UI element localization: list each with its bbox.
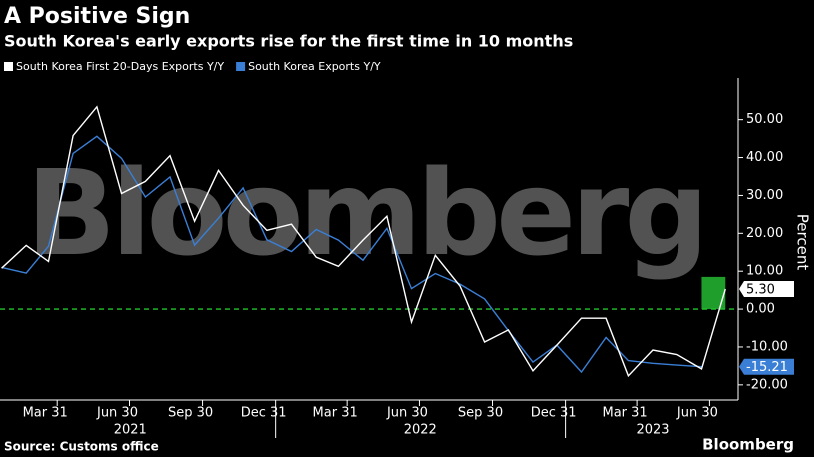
- x-tick-label: Dec 31: [531, 406, 577, 421]
- y-tick-label: 20.00: [746, 226, 783, 241]
- x-tick-label: Sep 30: [458, 406, 503, 421]
- value-label-box: [739, 281, 794, 298]
- x-tick-label: Jun 30: [96, 406, 138, 421]
- value-label: -15.21: [746, 360, 788, 375]
- chart-title: A Positive Sign: [4, 4, 190, 29]
- watermark: Bloomberg: [26, 144, 704, 282]
- x-tick-label: Jun 30: [386, 406, 428, 421]
- y-tick-label: 0.00: [746, 302, 775, 317]
- x-tick-label: Mar 31: [313, 406, 358, 421]
- x-tick-label: Sep 30: [168, 406, 213, 421]
- brand: Bloomberg: [702, 436, 794, 454]
- legend-label: South Korea First 20-Days Exports Y/Y: [16, 60, 224, 73]
- y-tick-label: 10.00: [746, 264, 783, 279]
- x-group-label: 2021: [114, 423, 147, 438]
- y-tick-label: -10.00: [746, 339, 788, 354]
- y-tick-label: 30.00: [746, 188, 783, 203]
- chart-subtitle: South Korea's early exports rise for the…: [4, 32, 573, 51]
- legend-swatch: [236, 62, 246, 71]
- source-note: Source: Customs office: [4, 440, 159, 454]
- y-tick-label: -20.00: [746, 377, 788, 392]
- x-tick-label: Mar 31: [603, 406, 648, 421]
- value-label-box: [739, 358, 794, 375]
- x-group-label: 2022: [404, 423, 437, 438]
- series-line: [1, 135, 702, 374]
- x-group-label: 2023: [636, 423, 669, 438]
- series-line: [1, 105, 726, 378]
- y-tick-label: 40.00: [746, 150, 783, 165]
- y-axis-label: Percent: [794, 214, 812, 271]
- x-tick-label: Mar 31: [23, 406, 68, 421]
- x-tick-label: Jun 30: [676, 406, 718, 421]
- y-tick-label: 50.00: [746, 112, 783, 127]
- highlight-band: [701, 276, 726, 310]
- legend-swatch: [4, 62, 13, 71]
- value-label: 5.30: [746, 283, 775, 298]
- legend-label: South Korea Exports Y/Y: [248, 60, 381, 73]
- x-tick-label: Dec 31: [241, 406, 287, 421]
